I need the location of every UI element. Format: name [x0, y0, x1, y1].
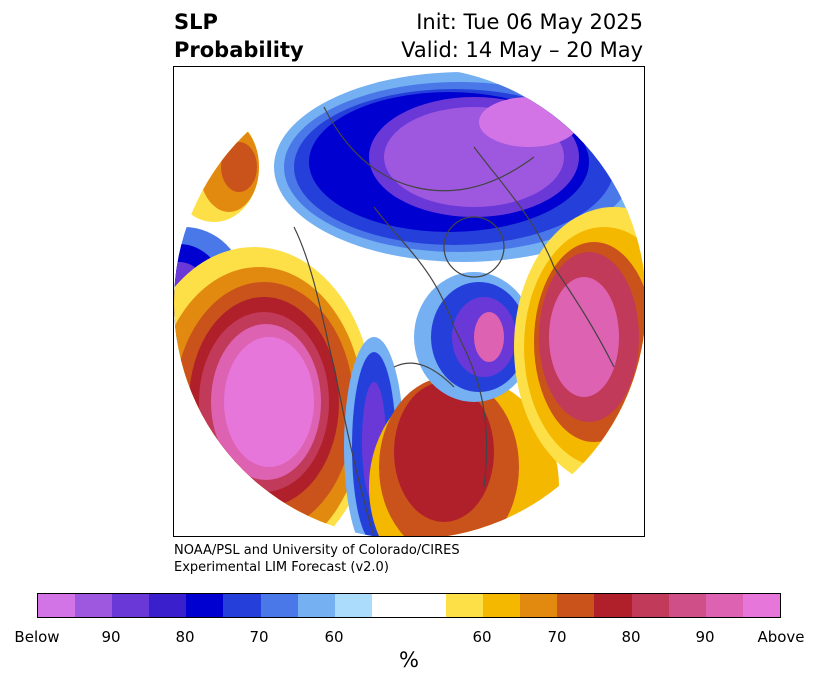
colorbar-segment — [38, 594, 76, 617]
credit-line-1: NOAA/PSL and University of Colorado/CIRE… — [174, 543, 460, 558]
colorbar-segment — [631, 594, 669, 617]
colorbar-tick-label: 80 — [175, 628, 195, 646]
title-product: Probability — [174, 38, 304, 62]
colorbar-segment — [371, 594, 409, 617]
colorbar-segment — [520, 594, 558, 617]
colorbar-segment — [186, 594, 224, 617]
colorbar-tick-label: Below — [14, 628, 60, 646]
colorbar-segment — [223, 594, 261, 617]
title-variable: SLP — [174, 10, 218, 34]
title-left: SLP Probability — [174, 8, 304, 64]
colorbar — [37, 593, 781, 618]
colorbar-segment — [408, 594, 447, 617]
valid-range: Valid: 14 May – 20 May — [401, 38, 643, 62]
colorbar-tick-label: 60 — [324, 628, 344, 646]
colorbar-segment — [112, 594, 150, 617]
init-date: Init: Tue 06 May 2025 — [416, 10, 643, 34]
colorbar-segment — [149, 594, 187, 617]
colorbar-segment — [260, 594, 298, 617]
colorbar-segment — [446, 594, 484, 617]
colorbar-tick-label: 90 — [101, 628, 121, 646]
colorbar-tick-label: 80 — [621, 628, 641, 646]
colorbar-segment — [334, 594, 372, 617]
colorbar-tick-label: Above — [757, 628, 805, 646]
credit-text: NOAA/PSL and University of Colorado/CIRE… — [174, 542, 460, 576]
map-panel — [173, 66, 645, 537]
map-disk — [174, 67, 644, 536]
colorbar-segment — [75, 594, 113, 617]
title-right: Init: Tue 06 May 2025 Valid: 14 May – 20… — [401, 8, 643, 64]
anomaly-hudson-low — [414, 272, 534, 402]
colorbar-segment — [705, 594, 743, 617]
colorbar-units: % — [399, 648, 419, 672]
anomaly-east-us-high — [369, 377, 559, 536]
colorbar-segment — [297, 594, 335, 617]
colorbar-tick-labels: Below 90 80 70 60 60 70 80 90 Above — [0, 628, 819, 648]
colorbar-tick-label: 60 — [472, 628, 492, 646]
coastlines — [293, 106, 615, 536]
colorbar-tick-label: 70 — [249, 628, 269, 646]
colorbar-segment — [557, 594, 595, 617]
colorbar-tick-label: 90 — [695, 628, 715, 646]
credit-line-2: Experimental LIM Forecast (v2.0) — [174, 560, 389, 575]
colorbar-segment — [668, 594, 706, 617]
colorbar-segment — [483, 594, 521, 617]
colorbar-tick-label: 70 — [547, 628, 567, 646]
colorbar-segment — [594, 594, 632, 617]
colorbar-segment — [742, 594, 780, 617]
probability-map — [174, 67, 644, 536]
